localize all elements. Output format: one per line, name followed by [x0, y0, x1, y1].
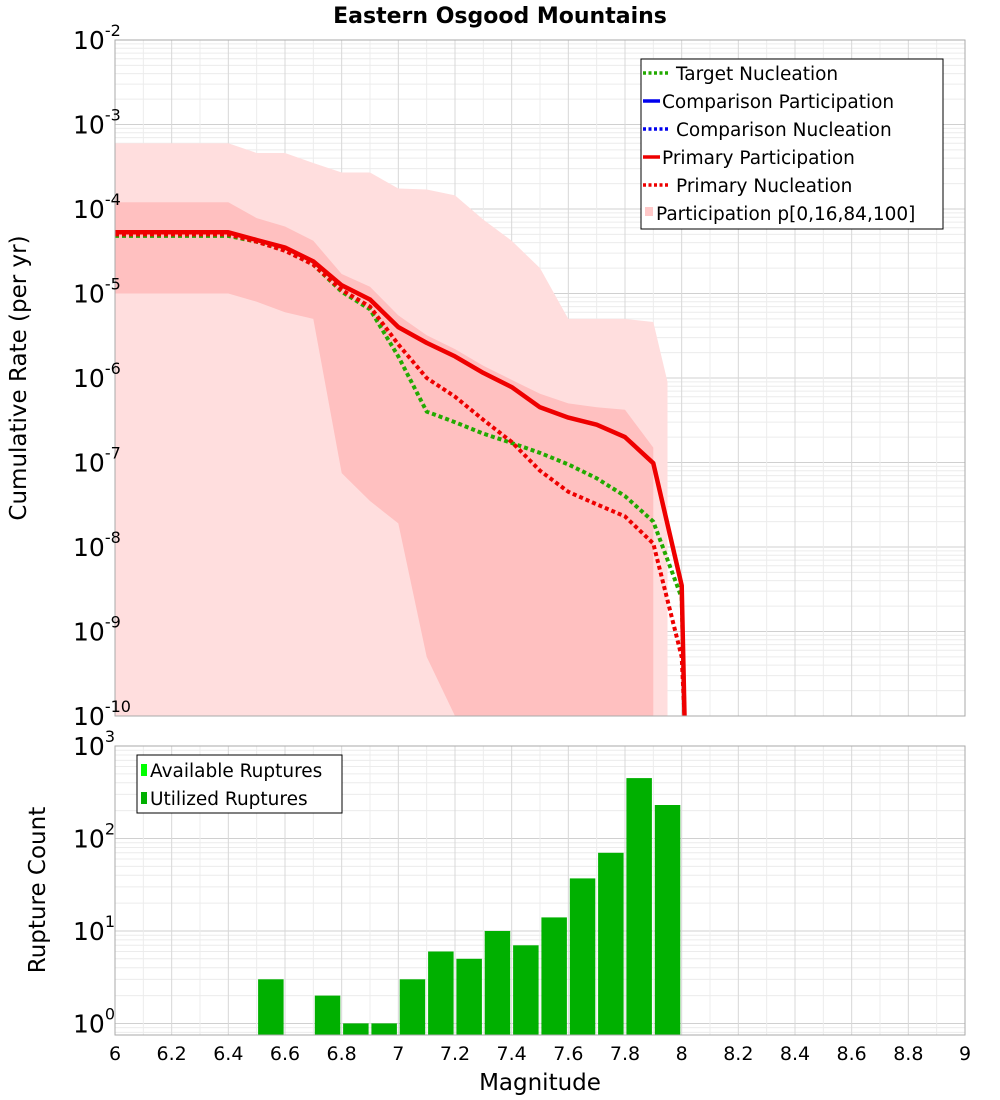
x-tick-label: 6	[109, 1043, 121, 1065]
x-tick-label: 8.8	[893, 1043, 923, 1065]
y-tick-label: 10-3	[73, 106, 121, 140]
legend-label-participation-band: Participation p[0,16,84,100]	[656, 204, 915, 225]
x-tick-label: 8.6	[837, 1043, 867, 1065]
y-tick-label: 10-9	[73, 613, 121, 647]
y-tick-label: 10-2	[73, 21, 121, 55]
y-tick-label: 100	[73, 1004, 115, 1038]
count-plot-y-label: Rupture Count	[25, 807, 51, 973]
legend-swatch-available-ruptures	[141, 764, 147, 776]
series-primary-nucleation	[115, 232, 687, 717]
x-tick-label: 6.2	[157, 1043, 187, 1065]
x-tick-label: 9	[959, 1043, 971, 1065]
x-tick-label: 6.4	[213, 1043, 243, 1065]
count-plot-y-ticks: 100 101 102 103	[73, 727, 115, 1038]
bar-utilized-ruptures	[258, 979, 284, 1035]
bar-utilized-ruptures	[513, 945, 539, 1035]
x-tick-label: 8.2	[723, 1043, 753, 1065]
y-tick-label: 102	[73, 819, 115, 853]
legend-label-utilized-ruptures: Utilized Ruptures	[150, 789, 308, 810]
bar-utilized-ruptures	[343, 1023, 369, 1035]
x-axis-label: Magnitude	[479, 1070, 601, 1096]
legend-label-primary-nucleation: Primary Nucleation	[676, 176, 852, 197]
x-tick-label: 7.4	[497, 1043, 527, 1065]
rate-plot-series	[115, 230, 687, 717]
legend-label-available-ruptures: Available Ruptures	[150, 761, 322, 782]
rate-legend-box	[640, 58, 944, 230]
y-tick-label: 10-4	[73, 190, 121, 224]
bar-utilized-ruptures	[598, 852, 624, 1035]
y-tick-label: 10-8	[73, 528, 121, 562]
bar-utilized-ruptures	[569, 878, 596, 1035]
count-legend-box	[136, 754, 343, 814]
bar-utilized-ruptures	[654, 805, 681, 1035]
count-plot-frame	[114, 745, 966, 1036]
bar-utilized-ruptures	[314, 995, 341, 1035]
rate-plot-y-label: Cumulative Rate (per yr)	[6, 235, 32, 520]
series-primary-participation	[115, 230, 687, 717]
y-tick-label: 101	[73, 912, 115, 946]
x-tick-label: 7.8	[610, 1043, 640, 1065]
count-plot: 100 101 102 103 6 6.2 6.4 6.6 6.8 7 7.2 7.4 7.6 7.8 8…	[25, 727, 971, 1096]
rate-legend: Target Nucleation Comparison Participati…	[640, 58, 944, 230]
rate-plot: 10-10 10-9 10-8 10-7 10-6 10-5 10-4 10-3 10-2 Cu…	[6, 21, 966, 731]
bar-utilized-ruptures	[541, 917, 567, 1035]
legend-label-target-nucleation: Target Nucleation	[675, 64, 838, 85]
bar-utilized-ruptures	[626, 778, 652, 1035]
x-tick-label: 8	[676, 1043, 688, 1065]
legend-label-comparison-nucleation: Comparison Nucleation	[676, 120, 892, 141]
count-legend: Available Ruptures Utilized Ruptures	[136, 754, 343, 814]
legend-swatch-utilized-ruptures	[141, 792, 147, 804]
count-plot-x-ticks: 6 6.2 6.4 6.6 6.8 7 7.2 7.4 7.6 7.8 8 8.2 8.4 8.6 8.8 9	[109, 1043, 971, 1065]
x-tick-label: 6.6	[270, 1043, 300, 1065]
y-tick-label: 10-6	[73, 359, 121, 393]
y-tick-label: 103	[73, 727, 115, 761]
rate-plot-frame	[114, 39, 966, 717]
band-p16-p84	[115, 202, 654, 717]
count-plot-bars	[258, 778, 681, 1035]
bar-utilized-ruptures	[484, 931, 511, 1035]
x-tick-label: 7.6	[553, 1043, 583, 1065]
x-tick-label: 7	[392, 1043, 404, 1065]
bar-utilized-ruptures	[428, 951, 454, 1035]
rate-plot-y-ticks: 10-10 10-9 10-8 10-7 10-6 10-5 10-4 10-3 10-2	[73, 21, 131, 731]
x-tick-label: 6.8	[327, 1043, 357, 1065]
rate-plot-bands	[115, 143, 668, 717]
y-tick-label: 10-10	[73, 697, 131, 731]
y-tick-label: 10-5	[73, 275, 121, 309]
legend-label-comparison-participation: Comparison Participation	[662, 92, 894, 113]
x-tick-label: 7.2	[440, 1043, 470, 1065]
x-tick-label: 8.4	[780, 1043, 810, 1065]
legend-label-primary-participation: Primary Participation	[662, 148, 855, 169]
bar-utilized-ruptures	[456, 958, 482, 1035]
bar-utilized-ruptures	[371, 1023, 397, 1035]
legend-swatch-participation-band	[645, 207, 653, 216]
y-tick-label: 10-7	[73, 444, 121, 478]
bar-utilized-ruptures	[399, 979, 426, 1035]
chart-title: Eastern Osgood Mountains	[333, 4, 667, 29]
